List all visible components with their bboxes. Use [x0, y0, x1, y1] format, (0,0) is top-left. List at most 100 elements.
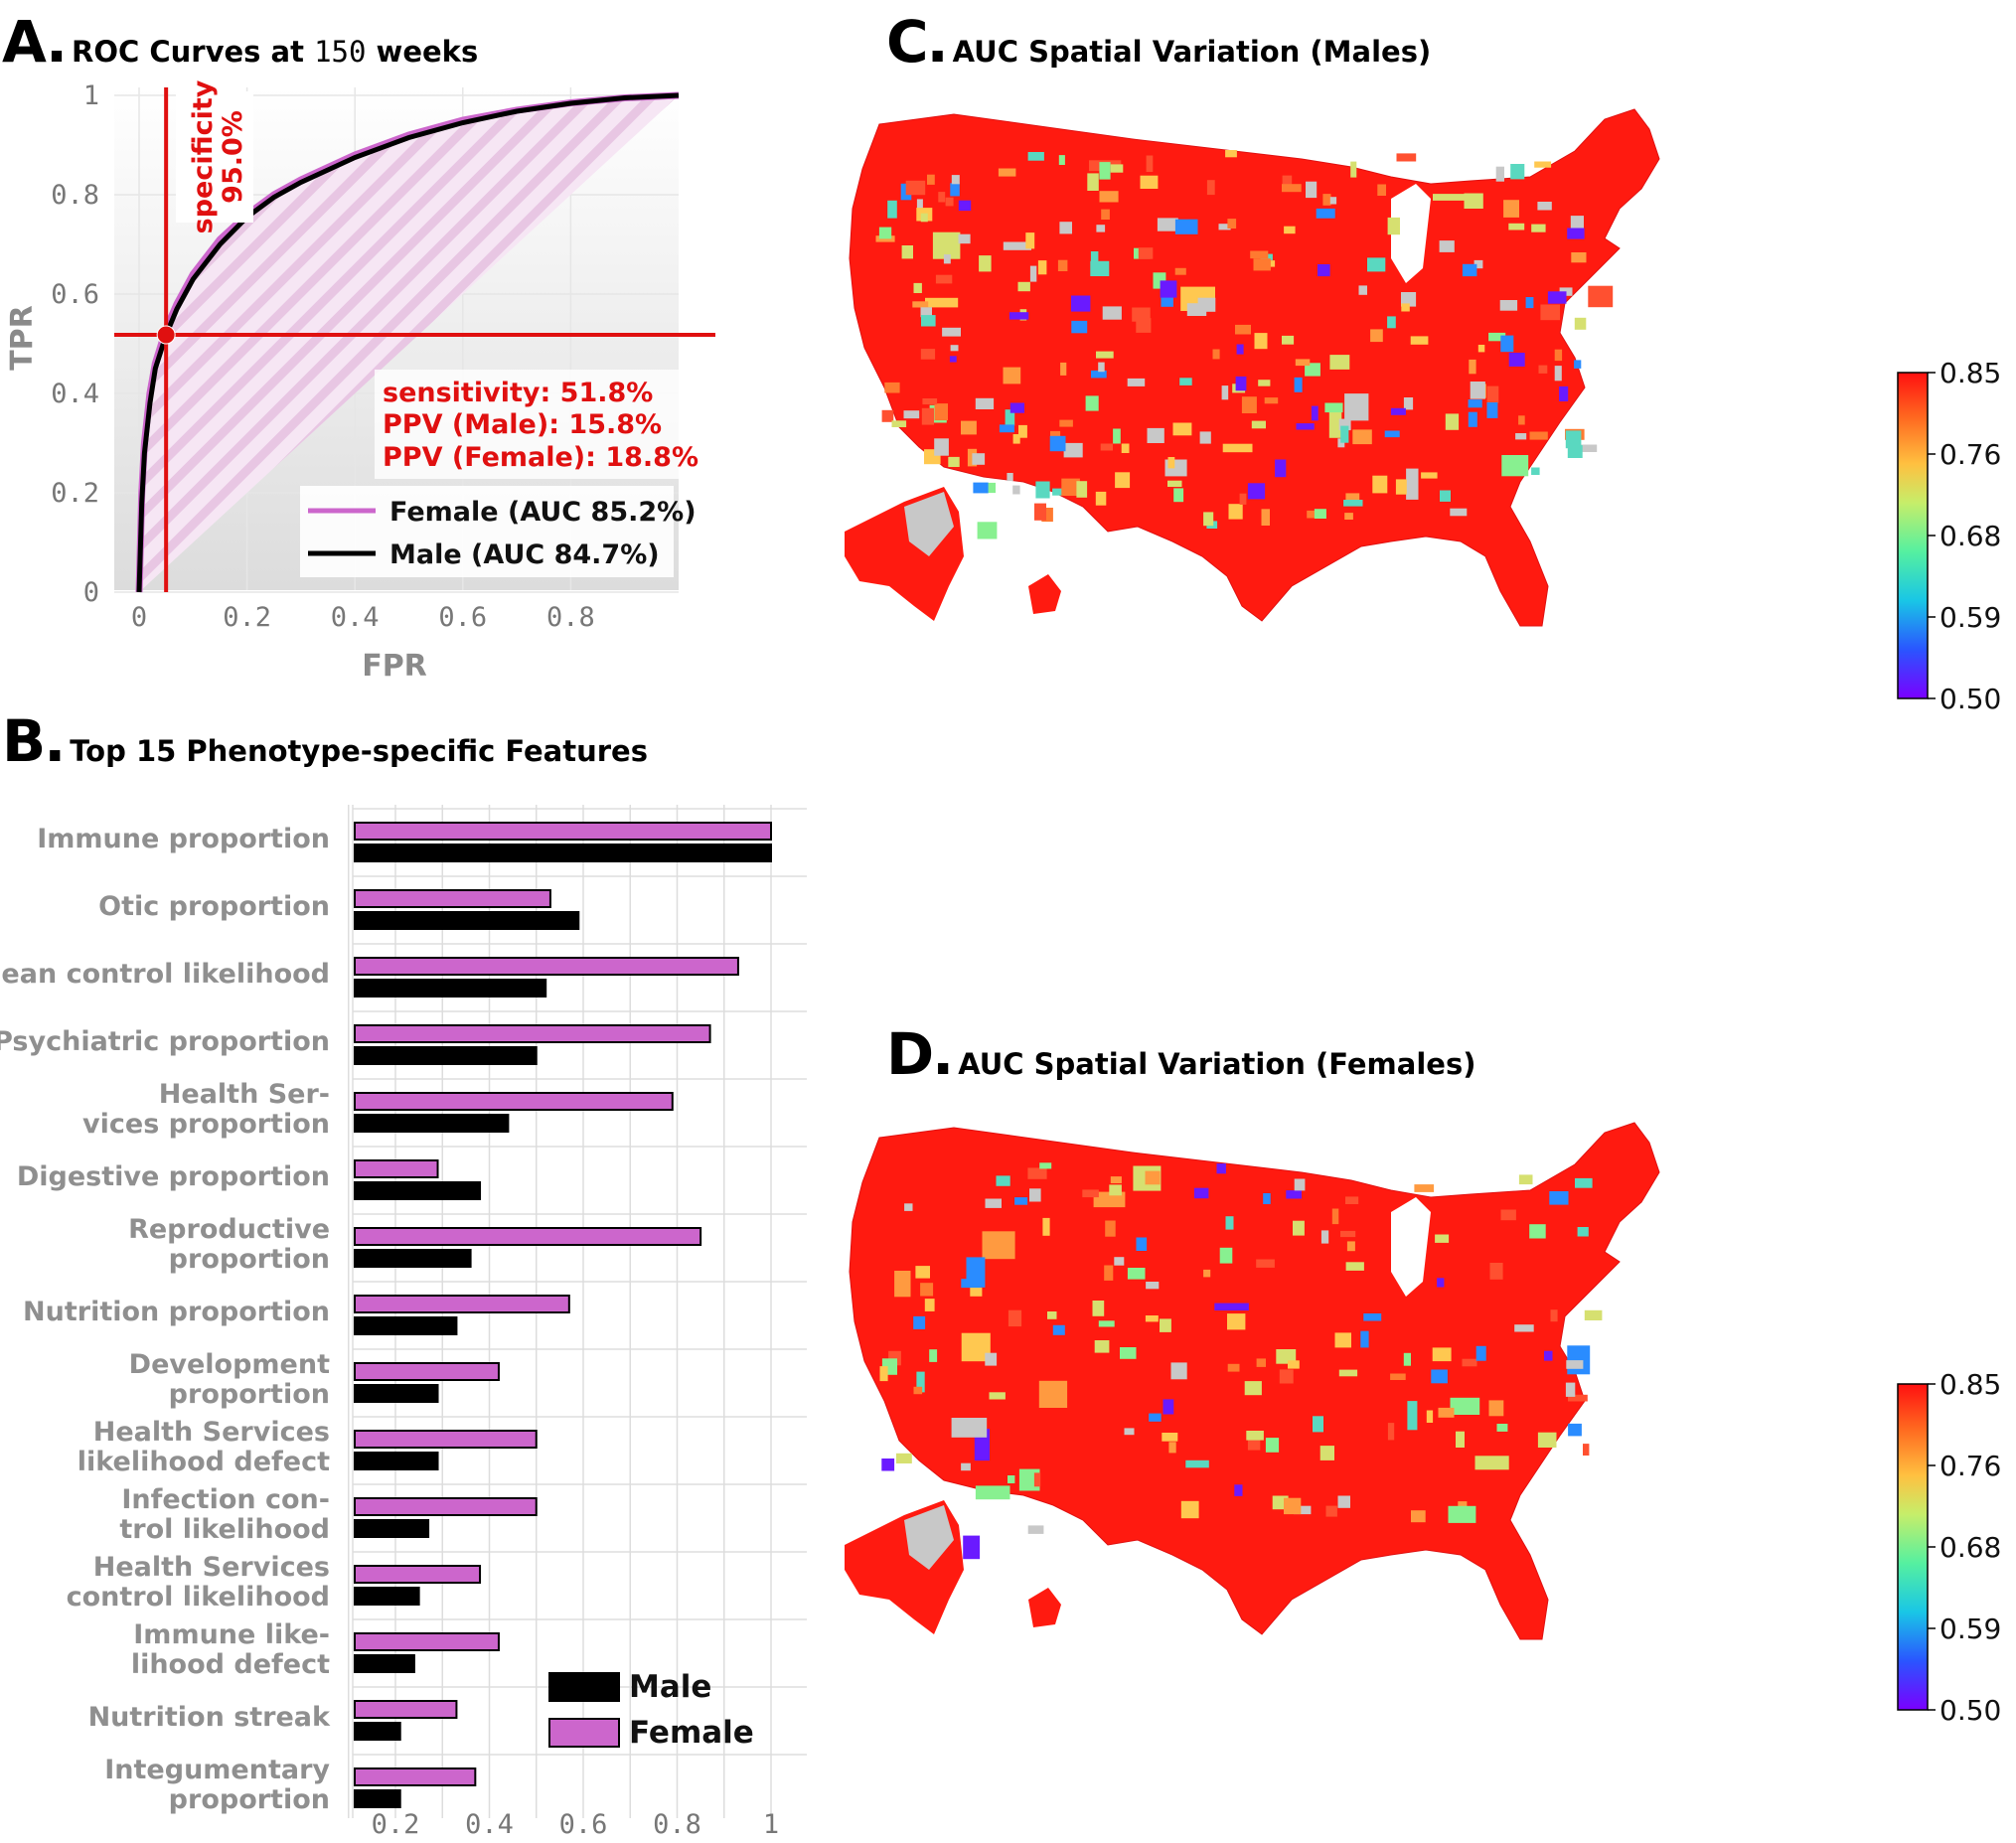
bar-category-label-10: Infection con-	[121, 1484, 330, 1515]
county-patch	[916, 199, 923, 216]
county-patch	[920, 1283, 934, 1297]
bar-male-8	[354, 1384, 439, 1403]
county-patch	[975, 397, 995, 409]
county-patch	[1034, 503, 1046, 521]
county-patch	[1263, 1193, 1271, 1204]
bar-female-12	[354, 1632, 500, 1651]
bar-female-9	[354, 1430, 538, 1449]
county-patch	[1282, 335, 1295, 345]
county-patch	[1254, 333, 1268, 350]
county-patch	[1060, 362, 1067, 376]
county-patch	[999, 424, 1014, 433]
county-patch	[1500, 1209, 1516, 1221]
colorbar-gradient	[1897, 372, 1929, 699]
bar-category-label-0: Immune proportion	[37, 824, 330, 854]
county-patch	[977, 522, 998, 539]
county-patch	[1575, 1177, 1593, 1188]
county-patch	[1514, 1324, 1534, 1332]
county-patch	[912, 301, 929, 308]
us-mainland	[849, 1122, 1660, 1640]
county-patch	[913, 282, 922, 293]
county-patch	[1012, 485, 1020, 495]
county-patch	[1294, 377, 1303, 392]
specificity-value: 95.0%	[218, 110, 248, 204]
county-patch	[1052, 488, 1066, 496]
county-patch	[1331, 1208, 1339, 1225]
bar-female-1	[354, 889, 551, 908]
county-patch	[1515, 433, 1527, 440]
county-patch	[934, 403, 948, 421]
county-patch	[1431, 1369, 1448, 1384]
county-patch	[1216, 1163, 1226, 1174]
panel-d-letter: D.	[886, 1020, 954, 1088]
county-patch	[884, 382, 900, 393]
colorbar-tick-4: 0.50	[1939, 1694, 2001, 1727]
county-patch	[1008, 1475, 1015, 1483]
county-patch	[1090, 251, 1099, 268]
county-patch	[1358, 285, 1367, 295]
county-patch	[1568, 1423, 1582, 1437]
county-patch	[1258, 380, 1271, 386]
colorbar-females: 0.85 0.76 0.68 0.59 0.50	[1897, 1368, 2001, 1727]
bar-category-label-6: proportion	[169, 1244, 330, 1275]
roc-y-tick-1: 0.2	[51, 478, 99, 509]
county-patch	[1495, 166, 1504, 182]
county-patch	[1160, 1318, 1171, 1332]
roc-legend-male-label: Male (AUC 84.7%)	[389, 539, 660, 570]
county-patch	[878, 227, 892, 239]
bar-male-14	[354, 1789, 401, 1808]
county-patch	[945, 197, 954, 207]
map-females	[845, 1122, 1660, 1640]
county-patch	[1549, 1191, 1569, 1205]
bar-male-13	[354, 1722, 401, 1741]
county-patch	[1219, 1247, 1233, 1264]
bar-category-label-8: Development	[129, 1349, 330, 1380]
bar-male-2	[354, 979, 547, 998]
hawaii	[1028, 1588, 1061, 1627]
county-patch	[1540, 304, 1560, 321]
bar-legend-male-label: Male	[629, 1669, 711, 1705]
bar-x-tick-1: 0.4	[465, 1809, 514, 1840]
county-patch	[1161, 295, 1173, 307]
county-patch	[1173, 488, 1184, 503]
county-patch	[1318, 264, 1330, 277]
county-patch	[1174, 219, 1198, 234]
county-patch	[1276, 1349, 1297, 1364]
county-patch	[942, 327, 961, 337]
metrics-box	[375, 370, 679, 479]
county-patch	[1588, 285, 1614, 308]
bar-x-tick-3: 0.8	[653, 1809, 701, 1840]
county-patch	[1407, 1401, 1418, 1431]
county-patch	[1577, 1227, 1589, 1237]
county-patch	[1500, 335, 1514, 353]
county-patch	[1009, 402, 1024, 413]
county-patch	[996, 1175, 1010, 1186]
bar-female-8	[354, 1362, 500, 1381]
county-patch	[1387, 316, 1396, 329]
county-patch	[1448, 1505, 1476, 1523]
county-patch	[1534, 161, 1552, 168]
county-patch	[894, 1271, 911, 1298]
county-patch	[1033, 1472, 1041, 1487]
county-patch	[1113, 428, 1121, 444]
bar-male-0	[354, 844, 772, 862]
great-lakes	[1391, 1197, 1431, 1297]
roc-x-tick-0: 0	[131, 602, 147, 633]
bar-female-0	[354, 822, 772, 841]
operating-point-marker	[156, 325, 176, 345]
county-patch	[1082, 1189, 1099, 1198]
bar-female-3	[354, 1024, 711, 1043]
county-patch	[1003, 367, 1021, 384]
bar-male-10	[354, 1519, 430, 1538]
county-patch	[1450, 508, 1468, 517]
county-patch	[1296, 423, 1315, 430]
county-patch	[1136, 318, 1152, 333]
county-patch	[1363, 1313, 1382, 1321]
county-patch	[1475, 1345, 1486, 1361]
roc-y-tick-5: 1	[83, 80, 99, 111]
county-patch	[1063, 442, 1083, 458]
county-patch	[1096, 351, 1114, 359]
roc-legend	[300, 486, 674, 577]
county-patch	[1337, 1495, 1350, 1508]
county-patch	[1468, 411, 1477, 427]
